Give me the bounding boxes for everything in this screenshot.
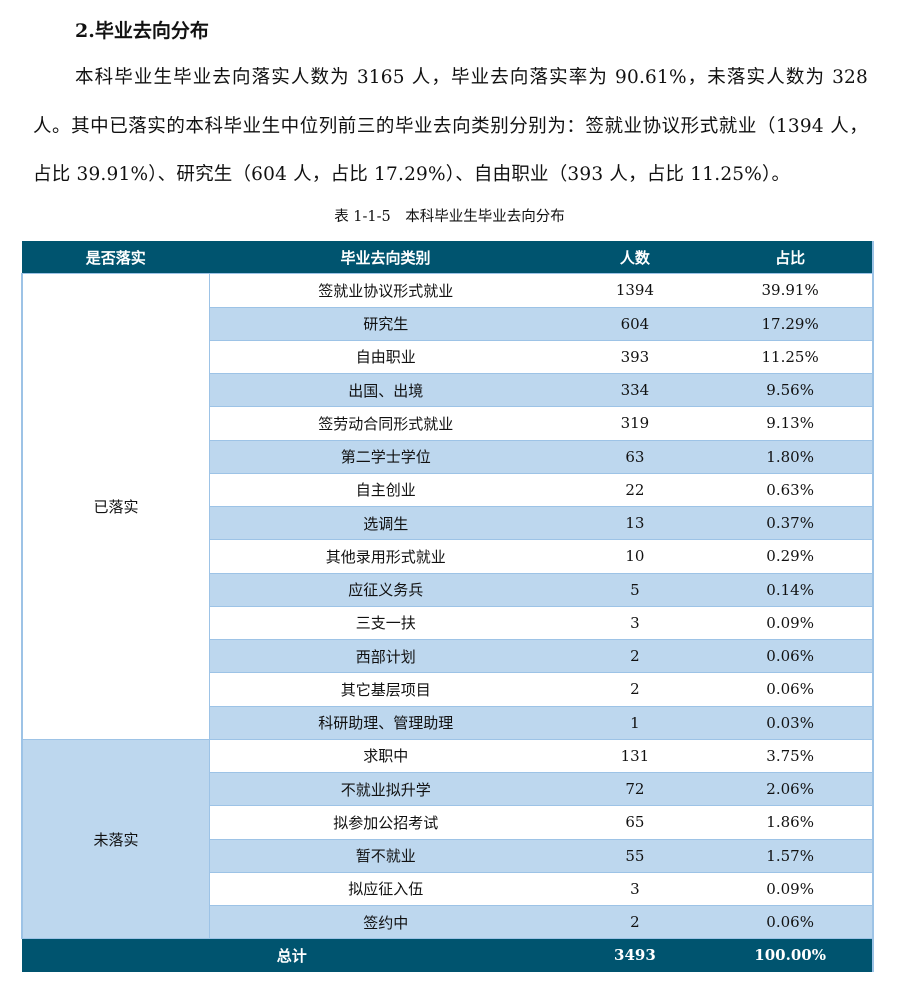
- cell-count: 55: [561, 838, 709, 873]
- cell-category: 西部计划: [209, 638, 562, 674]
- total-label: 总计: [22, 938, 562, 972]
- cell-ratio: 0.09%: [708, 605, 873, 641]
- table-row: 暂不就业 55 1.57%: [22, 838, 873, 873]
- total-ratio: 100.00%: [708, 938, 873, 972]
- cell-ratio: 0.06%: [708, 638, 873, 674]
- cell-ratio: 39.91%: [708, 273, 873, 308]
- cell-ratio: 0.37%: [708, 505, 873, 541]
- cell-ratio: 0.06%: [708, 904, 873, 940]
- cell-count: 1: [561, 705, 709, 740]
- cell-category: 其他录用形式就业: [209, 539, 562, 574]
- cell-ratio: 11.25%: [708, 339, 873, 375]
- cell-ratio: 9.13%: [708, 406, 873, 441]
- cell-ratio: 2.06%: [708, 771, 873, 807]
- cell-count: 63: [561, 439, 709, 474]
- group-label: 未落实: [21, 738, 210, 940]
- cell-category: 签约中: [209, 904, 562, 940]
- cell-count: 2: [561, 638, 709, 674]
- cell-count: 3: [561, 605, 709, 641]
- cell-count: 131: [561, 738, 709, 774]
- cell-ratio: 9.56%: [708, 372, 873, 408]
- table-row: 应征义务兵 5 0.14%: [22, 572, 873, 607]
- cell-ratio: 3.75%: [708, 738, 873, 774]
- cell-ratio: 17.29%: [708, 306, 873, 341]
- table-caption: 表 1-1-5 本科毕业生毕业去向分布: [334, 209, 565, 225]
- cell-count: 1394: [561, 273, 709, 308]
- cell-category: 拟参加公招考试: [209, 805, 562, 840]
- graduation-destination-table: 是否落实 毕业去向类别 人数 占比 已落实 签就业协议形式就业 1394 39.91%…: [21, 241, 874, 972]
- body-paragraph: 本科毕业生毕业去向落实人数为 3165 人，毕业去向落实率为 90.61%，未落…: [33, 67, 868, 185]
- cell-ratio: 0.14%: [708, 572, 873, 607]
- cell-category: 第二学士学位: [209, 439, 562, 474]
- header-category: 毕业去向类别: [209, 241, 562, 274]
- cell-ratio: 1.80%: [708, 439, 873, 474]
- table-row: 选调生 13 0.37%: [22, 505, 873, 541]
- total-row: 总计 3493 100.00%: [22, 938, 873, 972]
- cell-count: 65: [561, 805, 709, 840]
- header-status: 是否落实: [22, 241, 210, 274]
- table-row: 出国、出境 334 9.56%: [22, 372, 873, 408]
- cell-count: 22: [561, 472, 709, 508]
- table-row: 不就业拟升学 72 2.06%: [22, 771, 873, 807]
- cell-count: 2: [561, 672, 709, 707]
- cell-category: 自由职业: [209, 339, 562, 375]
- table-row: 未落实 求职中 131 3.75%: [21, 738, 873, 940]
- cell-count: 72: [561, 771, 709, 807]
- cell-category: 签劳动合同形式就业: [209, 406, 562, 441]
- table-row: 拟应征入伍 3 0.09%: [22, 871, 873, 907]
- table-row: 已落实 签就业协议形式就业 1394 39.91%: [21, 273, 873, 740]
- cell-ratio: 0.63%: [708, 472, 873, 508]
- cell-ratio: 1.86%: [708, 805, 873, 840]
- cell-category: 研究生: [209, 306, 562, 341]
- cell-count: 3: [561, 871, 709, 907]
- header-count: 人数: [561, 241, 709, 274]
- cell-count: 2: [561, 904, 709, 940]
- section-heading: 2.毕业去向分布: [75, 20, 209, 42]
- cell-ratio: 0.09%: [708, 871, 873, 907]
- cell-count: 13: [561, 505, 709, 541]
- cell-count: 319: [561, 406, 709, 441]
- table-row: 西部计划 2 0.06%: [22, 638, 873, 674]
- table-row: 科研助理、管理助理 1 0.03%: [22, 705, 873, 740]
- cell-count: 604: [561, 306, 709, 341]
- cell-ratio: 0.06%: [708, 672, 873, 707]
- cell-count: 393: [561, 339, 709, 375]
- cell-category: 求职中: [209, 738, 562, 774]
- cell-category: 出国、出境: [209, 372, 562, 408]
- table-row: 自由职业 393 11.25%: [22, 339, 873, 375]
- cell-count: 5: [561, 572, 709, 607]
- cell-ratio: 0.29%: [708, 539, 873, 574]
- table-row: 签劳动合同形式就业 319 9.13%: [22, 406, 873, 441]
- cell-category: 科研助理、管理助理: [209, 705, 562, 740]
- total-count: 3493: [561, 938, 709, 972]
- cell-category: 应征义务兵: [209, 572, 562, 607]
- cell-category: 签就业协议形式就业: [209, 273, 562, 308]
- cell-category: 三支一扶: [209, 605, 562, 641]
- cell-count: 334: [561, 372, 709, 408]
- cell-category: 拟应征入伍: [209, 871, 562, 907]
- cell-ratio: 1.57%: [708, 838, 873, 873]
- table-header-row: 是否落实 毕业去向类别 人数 占比: [22, 241, 873, 274]
- cell-category: 不就业拟升学: [209, 771, 562, 807]
- header-ratio: 占比: [708, 241, 873, 274]
- cell-category: 选调生: [209, 505, 562, 541]
- table-row: 其它基层项目 2 0.06%: [22, 672, 873, 707]
- table-row: 自主创业 22 0.63%: [22, 472, 873, 508]
- cell-count: 10: [561, 539, 709, 574]
- table-row: 第二学士学位 63 1.80%: [22, 439, 873, 474]
- table-row: 研究生 604 17.29%: [22, 306, 873, 341]
- cell-ratio: 0.03%: [708, 705, 873, 740]
- cell-category: 其它基层项目: [209, 672, 562, 707]
- table-row: 签约中 2 0.06%: [22, 904, 873, 940]
- group-label: 已落实: [21, 273, 210, 740]
- cell-category: 暂不就业: [209, 838, 562, 873]
- cell-category: 自主创业: [209, 472, 562, 508]
